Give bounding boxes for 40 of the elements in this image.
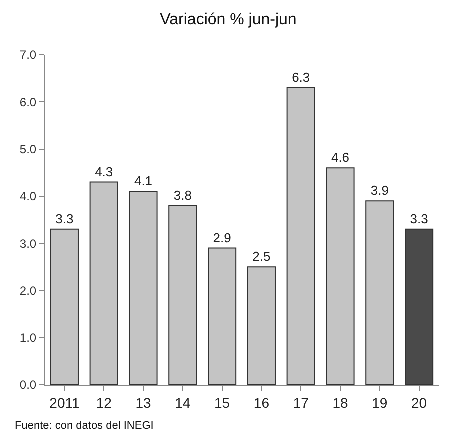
data-label: 2.9 — [213, 230, 232, 246]
x-tick-label: 2011 — [50, 394, 80, 411]
bar — [50, 228, 79, 385]
source-note: Fuente: con datos del INEGI — [15, 420, 154, 432]
y-tick-label: 4.0 — [20, 190, 37, 204]
y-tick-label: 2.0 — [20, 284, 37, 298]
x-tick-label: 20 — [412, 394, 428, 411]
x-tick-label: 12 — [96, 394, 112, 411]
data-label: 6.3 — [292, 70, 310, 85]
y-tick-label: 7.0 — [20, 48, 37, 62]
x-tick-label: 19 — [372, 394, 388, 411]
y-tick-label: 1.0 — [20, 331, 37, 346]
x-tick-label: 13 — [136, 394, 152, 411]
data-label: 4.3 — [95, 164, 114, 180]
bar — [129, 191, 158, 385]
x-tick-label: 15 — [214, 394, 230, 411]
data-label: 2.5 — [252, 249, 271, 264]
bar — [405, 228, 434, 385]
x-tick-label: 17 — [293, 394, 310, 411]
data-label: 3.3 — [56, 211, 74, 226]
x-tick-label: 16 — [254, 394, 270, 411]
x-tick-label: 14 — [175, 394, 191, 411]
y-tick-label: 6.0 — [20, 95, 37, 110]
bar — [366, 200, 394, 385]
y-tick-label: 3.0 — [20, 236, 37, 251]
x-tick-label: 18 — [332, 394, 348, 411]
bar — [286, 88, 316, 385]
y-tick-label: 5.0 — [20, 142, 37, 156]
data-label: 3.3 — [410, 211, 428, 226]
bar — [90, 182, 118, 385]
data-label: 3.9 — [370, 183, 389, 198]
data-label: 4.1 — [134, 174, 153, 189]
bar — [247, 266, 276, 385]
y-tick-label: 0.0 — [20, 378, 37, 392]
chart-title: Variación % jun-jun — [160, 12, 297, 29]
bar — [326, 168, 355, 385]
bar — [208, 248, 237, 385]
data-label: 3.8 — [174, 188, 192, 203]
bar — [168, 205, 198, 385]
data-label: 4.6 — [331, 150, 350, 166]
